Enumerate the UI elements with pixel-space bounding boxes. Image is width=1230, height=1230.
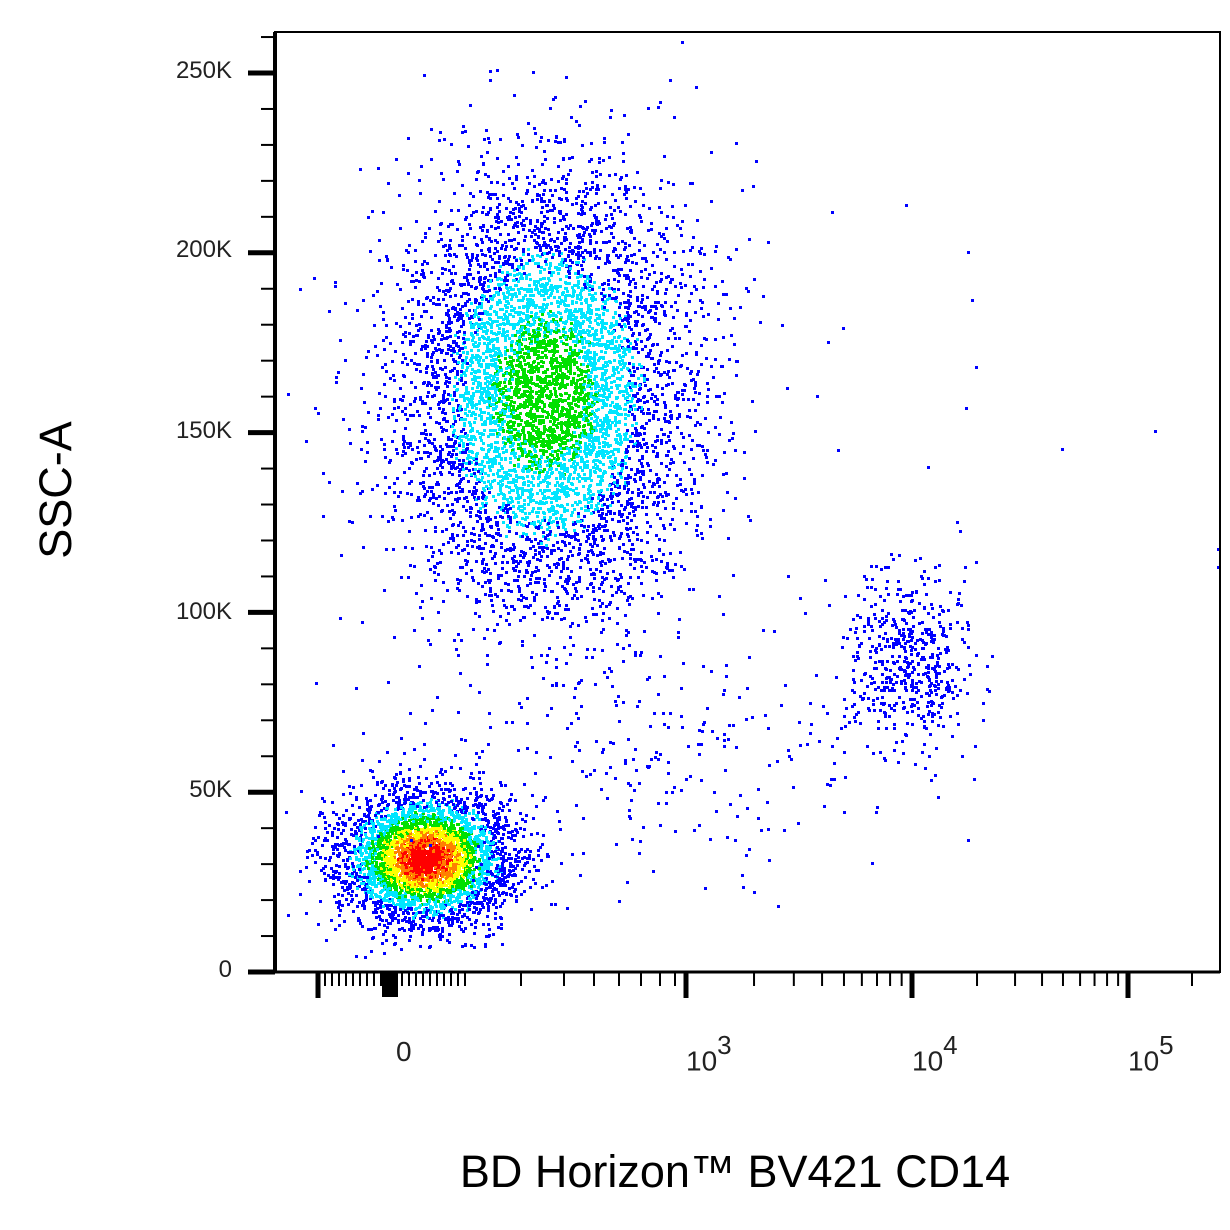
y-tick-label: 100K <box>175 598 232 625</box>
y-tick-label: 0 <box>218 956 232 983</box>
scatter-points <box>285 41 1220 959</box>
x-tick-label: 103 <box>686 1030 732 1077</box>
y-axis-title: SSC-A <box>30 421 81 559</box>
x-axis-title: BD Horizon™ BV421 CD14 <box>459 1146 1011 1197</box>
x-tick-label: 104 <box>912 1030 958 1077</box>
y-tick-label: 150K <box>175 417 232 444</box>
x-tick-label: 0 <box>396 1036 412 1067</box>
y-tick-label: 250K <box>175 57 232 84</box>
y-tick-label: 200K <box>175 236 232 263</box>
y-tick-label: 50K <box>189 776 232 803</box>
x-tick-label: 105 <box>1128 1030 1174 1077</box>
axes <box>248 31 1221 998</box>
